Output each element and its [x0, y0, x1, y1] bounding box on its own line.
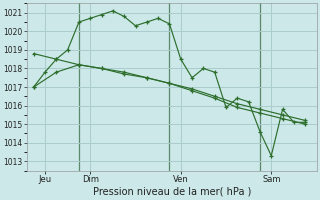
X-axis label: Pression niveau de la mer( hPa ): Pression niveau de la mer( hPa ) [92, 187, 251, 197]
